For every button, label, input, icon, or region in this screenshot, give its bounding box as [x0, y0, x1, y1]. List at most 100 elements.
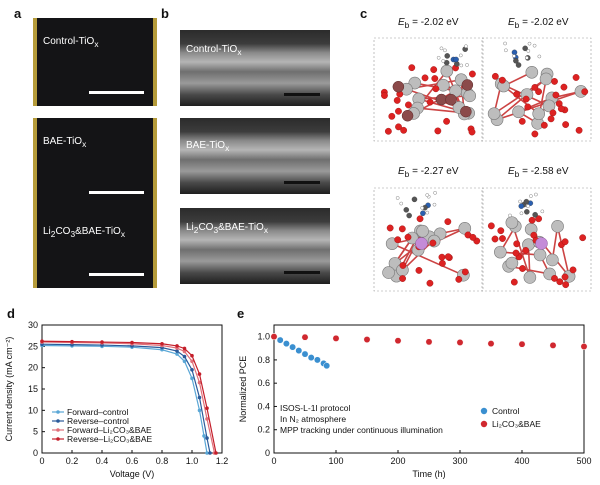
data-point [549, 341, 557, 349]
o-atom [581, 88, 589, 96]
adsorbate-atom [444, 53, 450, 59]
o-atom [429, 239, 437, 247]
legend-marker [480, 420, 488, 428]
data-point [282, 340, 290, 348]
data-point [182, 346, 187, 351]
adsorbate-atom [518, 203, 525, 209]
o-atom [434, 127, 442, 135]
h-atom [459, 53, 463, 58]
o-atom [455, 275, 463, 283]
ti-atom [487, 107, 501, 120]
sem-caption: Li2CO3&BAE-TiOx [186, 222, 268, 235]
h-atom [526, 204, 530, 208]
panel-b-label: b [161, 6, 169, 21]
ti-atom [542, 99, 556, 113]
ti-atom [463, 89, 477, 103]
adsorbate-atom [523, 198, 530, 205]
y-tick-label: 0.8 [257, 355, 270, 365]
data-point [175, 344, 179, 348]
ti-atom [512, 105, 525, 119]
o-atom [384, 127, 392, 135]
binding-energy-label: Eb = -2.02 eV [508, 17, 569, 30]
li-atom [392, 80, 405, 93]
y-tick-label: 15 [28, 384, 38, 394]
h-atom [532, 43, 537, 48]
data-point [270, 333, 278, 341]
adsorbate-atom [403, 207, 410, 213]
binding-energy-label: Eb = -2.58 eV [508, 166, 569, 179]
data-point [208, 451, 212, 455]
x-axis-label: Voltage (V) [110, 469, 155, 479]
x-tick-label: 100 [328, 456, 343, 466]
photo-caption: BAE-TiOx [43, 136, 87, 149]
o-atom [444, 218, 452, 226]
scale-bar [284, 271, 320, 274]
data-point [190, 376, 194, 381]
data-point [182, 359, 187, 364]
ti-atom [539, 72, 553, 86]
data-point [190, 368, 194, 372]
adsorbate-atom [513, 58, 519, 64]
data-point [363, 336, 371, 343]
x-tick-label: 400 [514, 456, 529, 466]
o-atom [579, 234, 587, 242]
h-atom [534, 192, 538, 197]
ti-atom [436, 78, 450, 92]
data-point [456, 339, 464, 346]
adsorbate-atom [406, 212, 412, 219]
panel-c-label: c [360, 6, 368, 21]
data-point [130, 340, 134, 345]
data-point [197, 395, 202, 400]
y-tick-label: 0.2 [257, 425, 270, 435]
o-atom [522, 95, 530, 103]
data-point [190, 353, 194, 358]
legend-entry: Reverse–control [67, 416, 129, 426]
h-atom [525, 56, 529, 60]
o-atom [386, 224, 394, 232]
bond [496, 90, 582, 121]
o-atom [560, 83, 568, 91]
bond [496, 93, 528, 121]
molecular-structure-3 [373, 187, 484, 292]
x-tick-label: 1.2 [216, 456, 229, 466]
panel-e-label: e [237, 306, 245, 321]
o-atom [522, 247, 530, 254]
ti-atom [523, 271, 537, 284]
x-tick-label: 0 [271, 456, 276, 466]
o-atom [535, 215, 543, 223]
h-atom [425, 210, 430, 215]
o-atom [400, 126, 408, 134]
adsorbate-atom [453, 56, 459, 63]
o-atom [393, 97, 401, 104]
o-atom [487, 222, 495, 230]
o-atom [512, 249, 520, 257]
h-atom [443, 48, 447, 53]
o-atom [499, 235, 506, 242]
legend-entry: Forward–Li₂CO₃&BAE [67, 425, 152, 435]
ti-atom [494, 245, 507, 259]
h-atom [503, 41, 507, 46]
o-atom [438, 253, 446, 261]
o-atom [524, 103, 532, 111]
bond [493, 78, 547, 115]
h-atom [395, 196, 400, 200]
bond [556, 226, 570, 277]
binding-energy-label: Eb = -2.02 eV [398, 17, 459, 30]
x-tick-label: 0.4 [96, 456, 109, 466]
o-atom [432, 85, 440, 93]
sem-li-bae: Li2CO3&BAE-TiOx [180, 208, 330, 284]
data-point [301, 350, 309, 358]
data-point [214, 451, 218, 455]
o-atom [569, 266, 577, 274]
data-point [295, 347, 303, 355]
data-point [70, 339, 74, 344]
ti-atom [382, 266, 395, 279]
ti-atom [551, 220, 564, 233]
o-atom [388, 112, 396, 120]
sem-control: Control-TiOx [180, 30, 330, 106]
o-atom [531, 130, 539, 138]
data-point [205, 406, 209, 410]
o-atom [381, 92, 388, 99]
o-atom [461, 268, 469, 276]
h-atom [441, 59, 446, 63]
